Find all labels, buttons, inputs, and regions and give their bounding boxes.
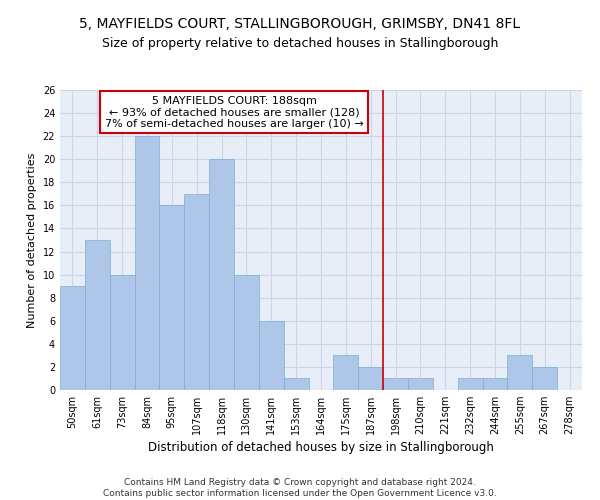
Bar bbox=[184, 194, 209, 390]
Bar bbox=[532, 367, 557, 390]
Bar bbox=[234, 274, 259, 390]
Bar bbox=[284, 378, 308, 390]
Bar bbox=[334, 356, 358, 390]
Text: Contains HM Land Registry data © Crown copyright and database right 2024.
Contai: Contains HM Land Registry data © Crown c… bbox=[103, 478, 497, 498]
Bar bbox=[110, 274, 134, 390]
Text: Size of property relative to detached houses in Stallingborough: Size of property relative to detached ho… bbox=[102, 38, 498, 51]
Bar bbox=[408, 378, 433, 390]
Text: 5 MAYFIELDS COURT: 188sqm
← 93% of detached houses are smaller (128)
7% of semi-: 5 MAYFIELDS COURT: 188sqm ← 93% of detac… bbox=[104, 96, 364, 129]
Bar bbox=[209, 159, 234, 390]
Bar bbox=[85, 240, 110, 390]
Text: 5, MAYFIELDS COURT, STALLINGBOROUGH, GRIMSBY, DN41 8FL: 5, MAYFIELDS COURT, STALLINGBOROUGH, GRI… bbox=[79, 18, 521, 32]
Bar bbox=[160, 206, 184, 390]
Bar bbox=[60, 286, 85, 390]
Y-axis label: Number of detached properties: Number of detached properties bbox=[27, 152, 37, 328]
Bar bbox=[482, 378, 508, 390]
Bar bbox=[383, 378, 408, 390]
Bar bbox=[458, 378, 482, 390]
X-axis label: Distribution of detached houses by size in Stallingborough: Distribution of detached houses by size … bbox=[148, 442, 494, 454]
Bar bbox=[358, 367, 383, 390]
Bar bbox=[134, 136, 160, 390]
Bar bbox=[508, 356, 532, 390]
Bar bbox=[259, 321, 284, 390]
